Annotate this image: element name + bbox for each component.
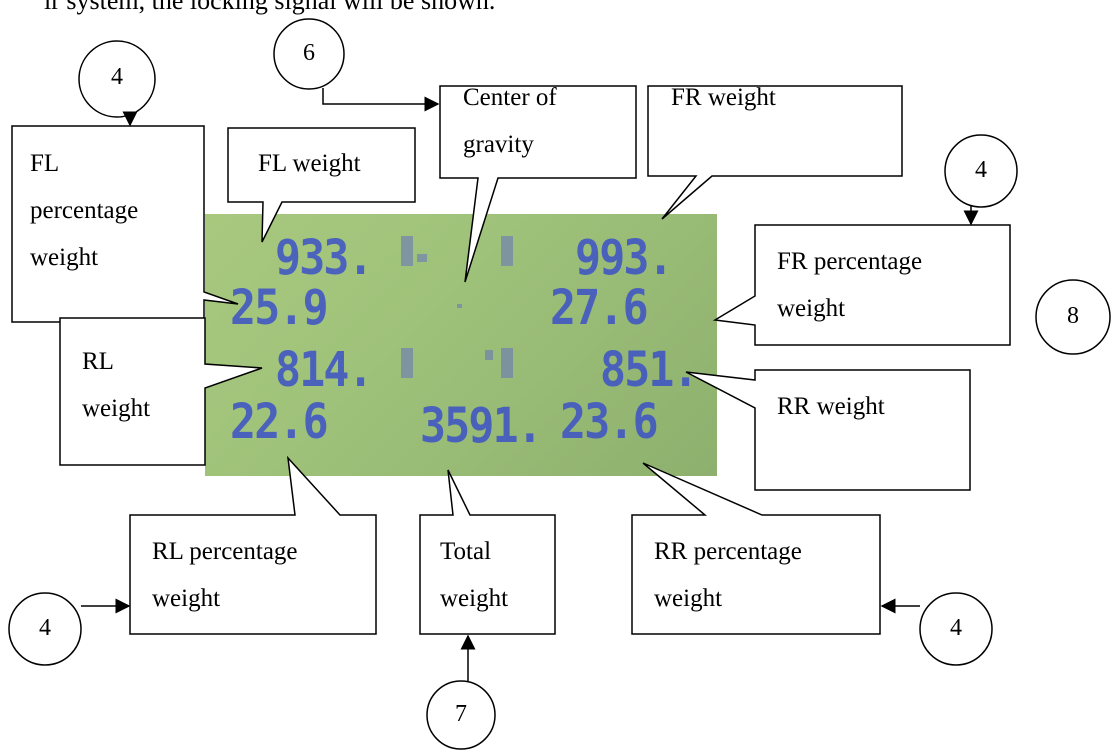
label-rl-percentage: RL percentage weight: [152, 538, 298, 612]
marker-circle-7: [426, 680, 496, 750]
lcd-segment-block: [401, 348, 413, 378]
marker-number-4: 4: [111, 64, 123, 90]
callout-fl-percentage: [11, 125, 239, 323]
callout-rr-weight: [685, 369, 971, 491]
arrow-6-to-center-of-gravity: [322, 88, 440, 112]
lcd-rr-percent: 23.6: [560, 394, 659, 450]
label-rr-weight: RR weight: [777, 393, 885, 420]
marker-number-8: 8: [1067, 303, 1079, 329]
lcd-total-weight: 3591.: [420, 398, 543, 454]
callout-fr-weight: [647, 85, 903, 220]
callout-fr-percentage: [712, 224, 1011, 346]
lcd-display: 933. 993. 25.9 27.6 814. 851. 22.6 3591.…: [205, 214, 717, 476]
marker-number-7: 7: [455, 701, 467, 727]
marker-number-4: 4: [975, 157, 987, 183]
label-fl-percentage: FL percentage weight: [30, 150, 139, 271]
lcd-fr-weight: 993.: [575, 230, 674, 286]
label-fr-weight: FR weight: [671, 84, 776, 111]
marker-circle-4-top-left: [78, 40, 156, 118]
marker-circle-6: [273, 18, 345, 90]
callout-center-of-gravity: [439, 85, 637, 283]
lcd-segment-block: [501, 236, 513, 266]
callout-rl-percentage: [129, 455, 377, 635]
lcd-fr-percent: 27.6: [550, 280, 649, 336]
callout-rr-percentage: [631, 462, 881, 635]
marker-circle-4-bottom-left: [8, 592, 82, 666]
label-rl-weight: RL weight: [82, 348, 151, 422]
label-rr-percentage: RR percentage weight: [654, 538, 802, 612]
callout-total-weight: [419, 469, 556, 635]
marker-circle-4-right: [944, 134, 1018, 208]
label-total-weight: Total weight: [440, 538, 509, 612]
lcd-rl-weight: 814.: [275, 342, 374, 398]
lcd-fl-weight: 933.: [275, 230, 374, 286]
label-fr-percentage: FR percentage weight: [777, 248, 923, 322]
lcd-rl-percent: 22.6: [230, 394, 329, 450]
marker-number-4: 4: [39, 615, 51, 641]
label-center-of-gravity: Center of gravity: [463, 84, 557, 158]
lcd-segment-block: [501, 348, 513, 378]
top-text: ir system, the locking signal will be sh…: [44, 0, 496, 15]
marker-circle-4-bottom-right: [919, 592, 993, 666]
lcd-segment-block: [485, 350, 493, 360]
marker-number-6: 6: [303, 40, 315, 66]
lcd-segment-block: [417, 254, 427, 262]
label-fl-weight: FL weight: [258, 150, 361, 177]
marker-number-4: 4: [950, 615, 962, 641]
marker-circle-8: [1035, 279, 1111, 355]
lcd-rr-weight: 851.: [600, 342, 699, 398]
callout-fl-weight: [227, 127, 416, 243]
lcd-cog-dot: [457, 304, 462, 308]
lcd-fl-percent: 25.9: [230, 280, 329, 336]
callout-rl-weight: [59, 317, 263, 466]
lcd-segment-block: [401, 236, 413, 266]
